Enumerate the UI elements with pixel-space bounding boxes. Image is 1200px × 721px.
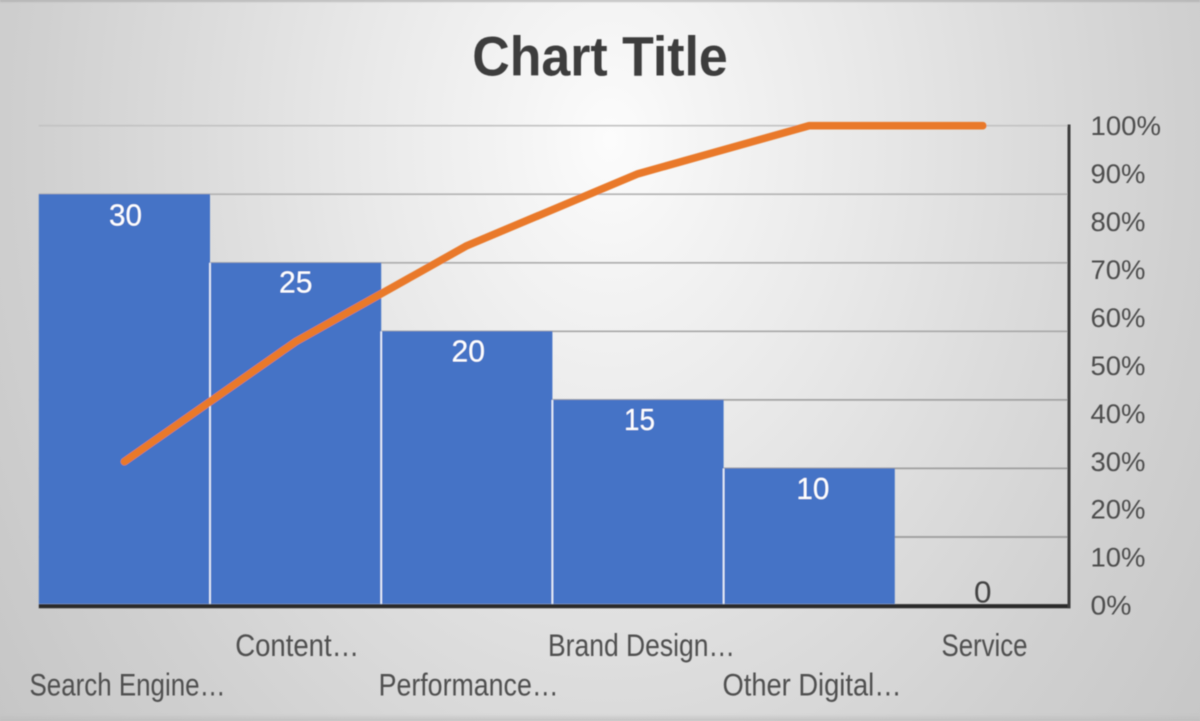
svg-text:80%: 80% — [1091, 207, 1146, 237]
svg-text:30%: 30% — [1091, 447, 1146, 477]
svg-text:Brand Design…: Brand Design… — [548, 627, 735, 663]
svg-text:30: 30 — [109, 198, 142, 232]
svg-text:25: 25 — [279, 266, 313, 300]
svg-text:15: 15 — [624, 403, 655, 437]
svg-text:Content…: Content… — [235, 627, 359, 663]
svg-text:90%: 90% — [1091, 159, 1146, 189]
svg-text:10%: 10% — [1091, 543, 1146, 573]
svg-text:40%: 40% — [1091, 399, 1146, 429]
svg-text:Search Engine…: Search Engine… — [30, 666, 226, 702]
svg-text:Performance…: Performance… — [379, 666, 559, 702]
svg-text:50%: 50% — [1091, 351, 1146, 381]
svg-text:20: 20 — [452, 334, 486, 368]
svg-text:60%: 60% — [1091, 303, 1146, 333]
svg-text:10: 10 — [796, 472, 829, 506]
svg-text:Chart Title: Chart Title — [472, 25, 728, 88]
svg-text:70%: 70% — [1091, 255, 1146, 285]
svg-text:20%: 20% — [1091, 495, 1146, 525]
svg-text:Service: Service — [942, 627, 1028, 663]
svg-text:0: 0 — [974, 575, 992, 609]
svg-text:0%: 0% — [1091, 591, 1132, 621]
svg-text:100%: 100% — [1091, 111, 1162, 141]
svg-text:Other Digital…: Other Digital… — [723, 666, 902, 702]
